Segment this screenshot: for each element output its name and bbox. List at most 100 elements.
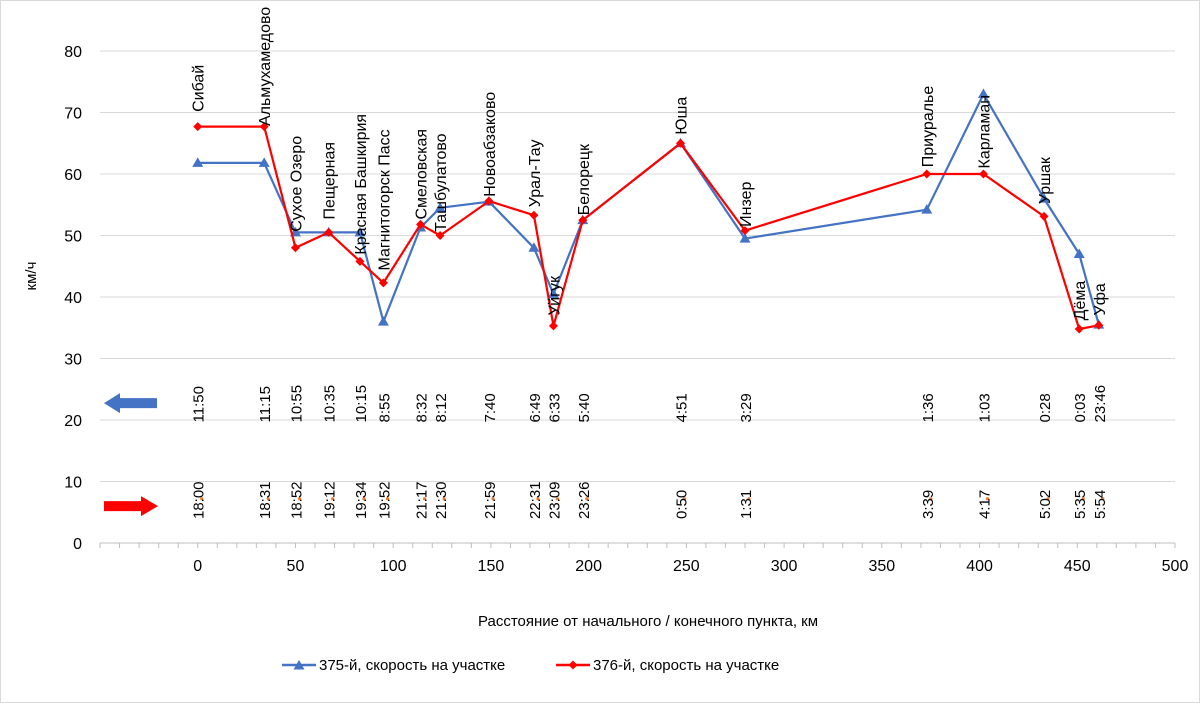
- series-376-point: [922, 169, 932, 179]
- station-label: Дёма: [1072, 281, 1089, 321]
- x-tick-label: 250: [673, 558, 700, 575]
- time-label-375: 11:15: [257, 386, 274, 422]
- x-tick-label: 50: [287, 558, 305, 575]
- time-label-376: 5:02: [1037, 490, 1054, 519]
- series-375-point: [1073, 248, 1085, 258]
- time-label-375: 0:03: [1072, 393, 1089, 422]
- station-label: Урал-Тау: [527, 140, 544, 208]
- station-label: Магнитогорск Пасс: [376, 129, 393, 270]
- x-tick-label: 350: [868, 558, 895, 575]
- station-label: Сибай: [191, 65, 208, 112]
- series-376-point: [1039, 211, 1049, 221]
- y-tick-label: 70: [64, 106, 82, 123]
- series-375-point: [547, 288, 559, 298]
- series-layer: [192, 88, 1105, 334]
- time-marker-dot: [266, 497, 270, 501]
- y-tick-label: 20: [64, 413, 82, 430]
- station-label: Приуралье: [920, 86, 937, 168]
- time-marker-dot: [929, 497, 933, 501]
- time-label-375: 6:49: [527, 393, 544, 422]
- y-tick-label: 10: [64, 475, 82, 492]
- station-label: Инзер: [738, 181, 755, 226]
- time-label-375: 3:29: [738, 393, 755, 422]
- time-label-375: 6:33: [546, 393, 563, 422]
- station-label: Юша: [674, 97, 691, 135]
- axis-layer: 0 10 20 30 40 50 60 70 80 0 50 100 150 200 250 300 350 40…: [64, 44, 1188, 575]
- time-label-376: 18:52: [288, 481, 305, 519]
- time-marker-dot: [331, 497, 335, 501]
- time-marker-dot: [442, 497, 446, 501]
- x-tick-label: 0: [193, 558, 202, 575]
- time-label-376: 23:09: [546, 481, 563, 519]
- time-marker-dot: [362, 497, 366, 501]
- y-tick-label: 60: [64, 167, 82, 184]
- time-label-376: 3:39: [920, 490, 937, 519]
- x-tick-label: 450: [1064, 558, 1091, 575]
- station-label: Ташбулатово: [433, 133, 450, 232]
- time-label-376: 1:31: [738, 490, 755, 519]
- legend: 375-й, скорость на участке 376-й, скорос…: [282, 657, 779, 674]
- time-label-375: 11:50: [191, 386, 208, 422]
- time-label-375: 10:15: [353, 385, 370, 423]
- x-tick-label: 200: [575, 558, 602, 575]
- time-label-376: 21:17: [414, 481, 431, 519]
- y-tick-label: 50: [64, 229, 82, 246]
- time-label-375: 1:36: [920, 393, 937, 422]
- grid-layer: [100, 50, 1175, 482]
- series-376-point: [193, 122, 203, 132]
- x-tick-label: 400: [966, 558, 993, 575]
- series-375-point: [739, 233, 751, 243]
- time-marker-dot: [1046, 497, 1050, 501]
- time-marker-dot: [682, 497, 687, 501]
- series-375-point: [1038, 193, 1050, 203]
- x-tick-label: 300: [771, 558, 798, 575]
- y-tick-label: 30: [64, 352, 82, 369]
- time-label-376: 23:26: [576, 481, 593, 519]
- series-375-point: [921, 204, 933, 214]
- series-376-point: [324, 227, 334, 237]
- series-376-point: [529, 210, 539, 220]
- series-375-point: [258, 157, 270, 167]
- y-tick-label: 0: [73, 536, 82, 553]
- series-375-point: [377, 316, 389, 326]
- time-label-376: 18:00: [191, 481, 208, 519]
- series-376-point: [740, 226, 750, 236]
- series-376-point: [578, 215, 588, 225]
- time-label-376: 19:12: [322, 481, 339, 519]
- time-label-376: 0:50: [674, 490, 691, 519]
- time-marker-dot: [585, 497, 589, 501]
- x-tick-label: 150: [478, 558, 505, 575]
- station-label: Белорецк: [576, 143, 593, 215]
- station-label: Уйгук: [546, 275, 563, 315]
- station-label: Карламан: [976, 95, 993, 169]
- legend-marker-375: [293, 660, 305, 670]
- time-label-376: 18:31: [257, 481, 274, 519]
- time-label-376: 21:30: [433, 481, 450, 519]
- station-label: Альмухамедово: [257, 7, 274, 126]
- series-376-point: [378, 278, 388, 288]
- legend-label-376: 376-й, скорость на участке: [593, 657, 779, 674]
- series-376-point: [435, 231, 445, 240]
- time-label-376: 21:59: [482, 481, 499, 519]
- series-376-point: [355, 256, 365, 266]
- time-marker-dot: [1081, 497, 1085, 501]
- series-376-point: [259, 122, 269, 132]
- station-label: Сухое Озеро: [288, 136, 305, 232]
- time-label-375: 7:40: [482, 393, 499, 422]
- y-axis-title: км/ч: [23, 262, 40, 291]
- time-label-375: 23:46: [1092, 385, 1109, 423]
- label-layer: Сибай Альмухамедово Сухое Озеро Пещерная Кра…: [104, 7, 1109, 519]
- time-marker-dot: [1101, 497, 1105, 501]
- time-marker-dot: [200, 497, 204, 501]
- time-label-375: 1:03: [976, 393, 993, 422]
- time-label-375: 8:32: [414, 393, 431, 422]
- time-marker-dot: [422, 497, 427, 501]
- time-label-376: 5:35: [1072, 490, 1089, 519]
- time-label-375: 8:12: [433, 393, 450, 422]
- series-375-point: [528, 242, 540, 252]
- time-label-375: 0:28: [1037, 393, 1054, 422]
- direction-arrow-376: [104, 496, 158, 517]
- direction-arrow-375: [104, 393, 157, 414]
- series-375-point: [354, 226, 366, 237]
